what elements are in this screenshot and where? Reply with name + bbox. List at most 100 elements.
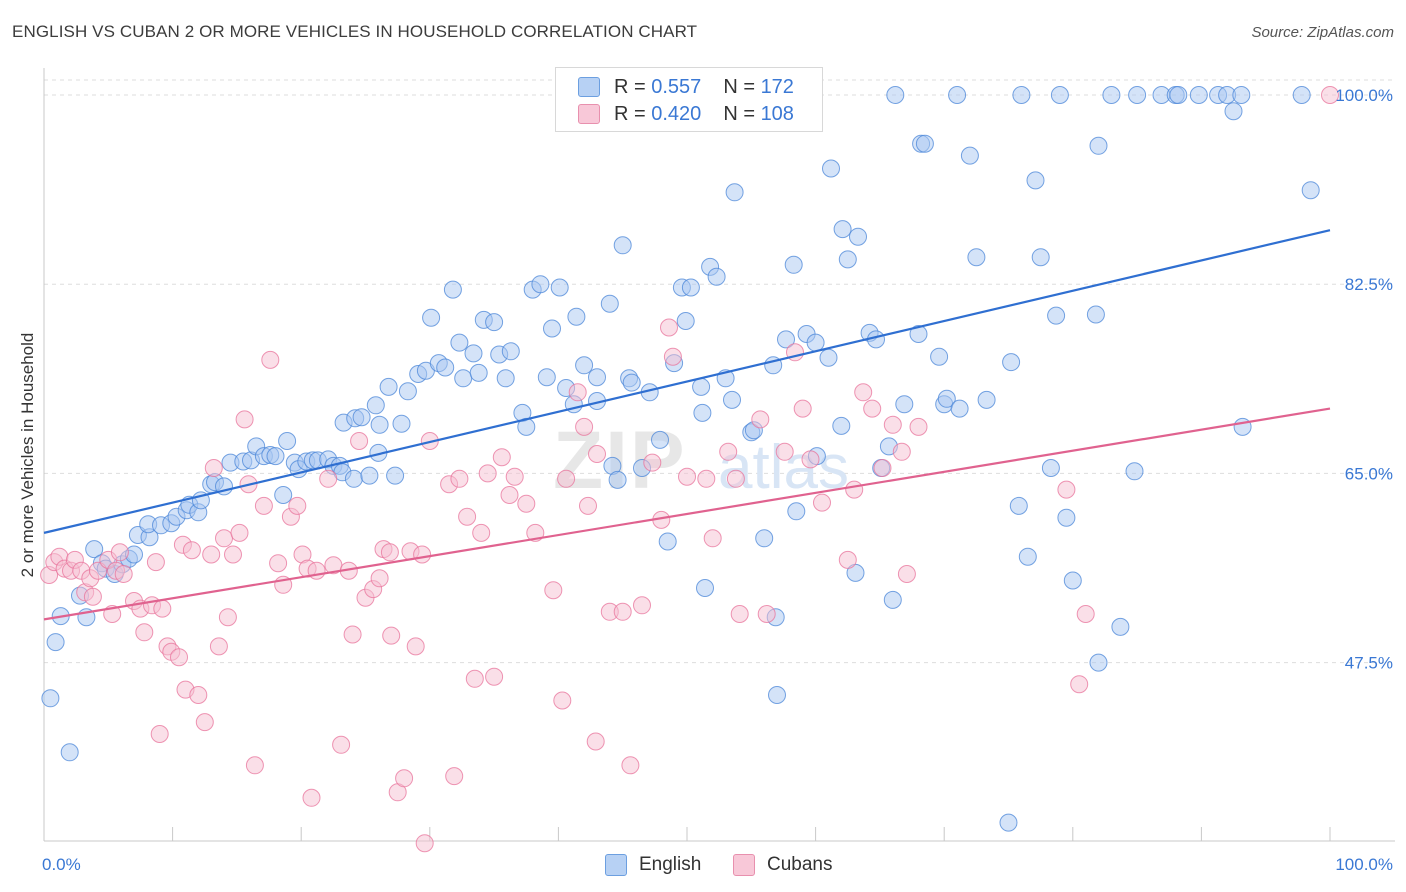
english-point (693, 403, 712, 422)
cubans-point (472, 523, 491, 542)
english-point (886, 86, 905, 104)
cubans-point (883, 415, 902, 434)
cubans-point (892, 442, 911, 461)
english-point (454, 369, 473, 388)
english-point (723, 390, 741, 409)
legend-row-cubans: R = 0.420 N = 108 (578, 101, 794, 127)
cubans-point (845, 480, 864, 499)
english-point (622, 373, 641, 392)
x-tick-labels: 0.0% 100.0% (42, 855, 1393, 874)
cubans-point (838, 550, 857, 569)
cubans-point (230, 523, 249, 542)
cubans-points (40, 86, 1339, 853)
cubans-point (633, 596, 651, 615)
english-point (755, 529, 774, 548)
stats-legend: R = 0.557 N = 172 R = 0.420 N = 108 (555, 67, 823, 132)
english-point (1041, 459, 1060, 477)
cubans-point (505, 467, 524, 486)
english-point (85, 540, 104, 559)
cubans-r-label: R = (614, 102, 646, 125)
english-point (501, 342, 520, 361)
cubans-point (478, 464, 497, 483)
english-point (436, 358, 455, 377)
bottom-legend-english[interactable]: English (605, 852, 701, 878)
english-point (960, 146, 979, 165)
english-n-label: N = (723, 75, 755, 98)
x-tick-label: 100.0% (1335, 855, 1393, 874)
cubans-n-value: 108 (760, 102, 794, 125)
english-point (806, 333, 825, 352)
english-point (344, 469, 363, 488)
cubans-point (553, 691, 572, 710)
english-point (725, 183, 744, 202)
cubans-point (465, 669, 484, 688)
cubans-point (492, 448, 511, 467)
cubans-point (182, 541, 201, 560)
cubans-point (719, 442, 738, 461)
cubans-point (697, 469, 716, 488)
english-point (1224, 102, 1243, 121)
english-point (696, 579, 714, 597)
cubans-point (557, 469, 576, 488)
cubans-point (873, 459, 892, 477)
cubans-point (458, 507, 477, 526)
english-point (895, 395, 914, 414)
english-point (450, 333, 469, 352)
cubans-point (269, 554, 288, 573)
english-point (1111, 617, 1130, 636)
english-point (550, 278, 569, 297)
cubans-point (568, 383, 587, 402)
english-point (575, 356, 594, 375)
english-point (485, 313, 504, 332)
cubans-n-label: N = (723, 102, 755, 125)
english-point (692, 377, 711, 396)
cubans-point (588, 445, 606, 463)
cubans-point (235, 410, 254, 429)
cubans-point (288, 496, 307, 515)
english-point (588, 368, 606, 387)
english-point (443, 280, 462, 299)
cubans-point (302, 788, 321, 807)
english-point (1057, 508, 1076, 527)
english-point (681, 278, 700, 297)
cubans-point (730, 605, 749, 623)
cubans-point (863, 399, 882, 418)
english-point (1189, 86, 1208, 104)
cubans-point (350, 432, 369, 450)
english-point (819, 348, 838, 367)
bottom-legend-cubans[interactable]: Cubans (733, 852, 833, 878)
english-point (838, 250, 857, 269)
english-point (41, 689, 60, 708)
english-point (464, 344, 483, 363)
english-point (398, 382, 417, 401)
english-point (1125, 462, 1144, 481)
english-point (832, 416, 851, 435)
english-point (352, 408, 371, 427)
cubans-point (150, 725, 169, 743)
cubans-point (544, 581, 563, 600)
english-point (787, 502, 806, 521)
english-r-label: R = (614, 75, 646, 98)
english-point (1009, 496, 1028, 515)
cubans-point (224, 545, 242, 564)
cubans-point (450, 469, 469, 488)
cubans-point (110, 543, 129, 562)
cubans-point (370, 569, 389, 588)
english-point (1050, 86, 1069, 104)
english-legend-swatch (605, 854, 627, 876)
cubans-r-value: 0.420 (651, 102, 702, 125)
english-legend-label: English (639, 854, 702, 875)
cubans-point (575, 417, 594, 436)
axes (43, 68, 1395, 842)
cubans-point (500, 486, 519, 504)
english-point (1232, 86, 1251, 104)
english-point (1012, 86, 1031, 104)
english-point (658, 532, 677, 551)
cubans-point (621, 756, 640, 775)
cubans-point (793, 399, 812, 418)
cubans-point (579, 496, 597, 515)
cubans-point (660, 318, 678, 337)
english-point (1031, 248, 1050, 267)
english-trend-line (43, 229, 1331, 534)
